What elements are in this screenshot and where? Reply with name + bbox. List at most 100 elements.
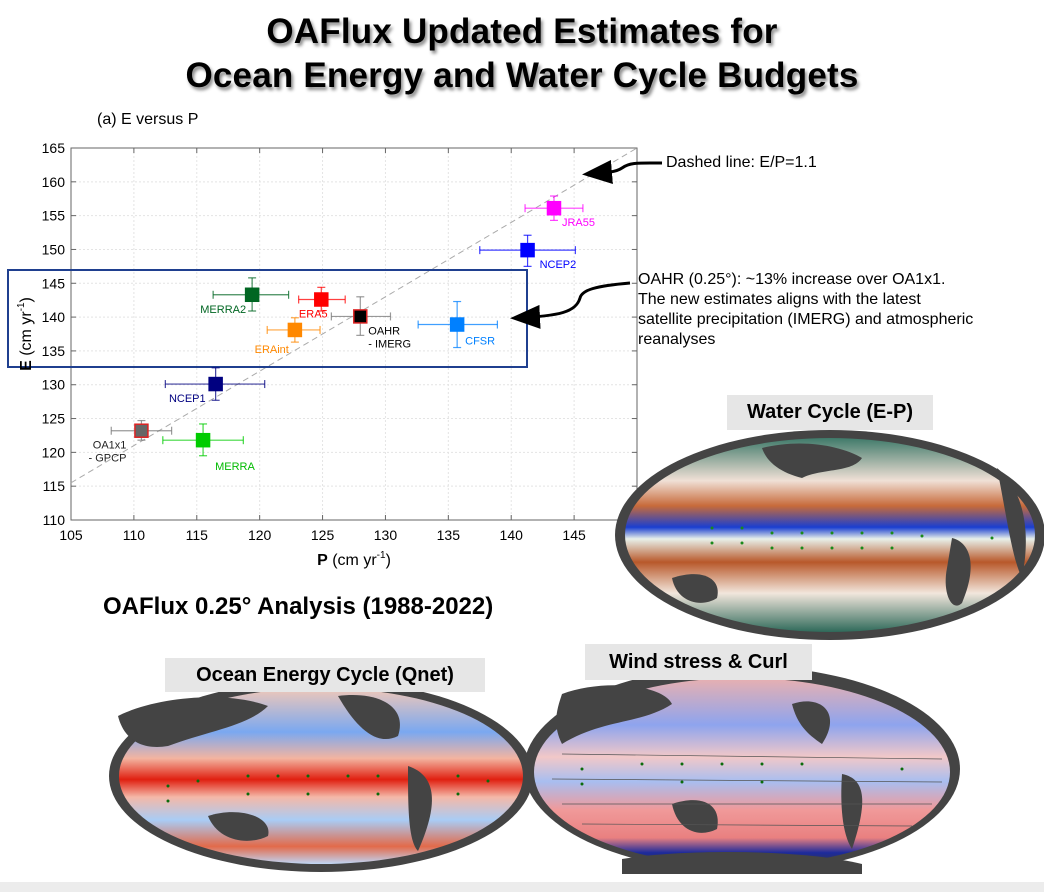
y-tick-label: 110 [43, 512, 66, 528]
bottom-strip [0, 882, 1044, 892]
y-tick-label: 140 [42, 309, 66, 325]
data-marks: OA1x1- GPCPMERRANCEP1MERRA2ERAintERA5OAH… [89, 195, 595, 473]
oahr-note-line: The new estimates aligns with the latest [638, 291, 921, 308]
data-marker [353, 309, 368, 324]
energy-cycle-label: Ocean Energy Cycle (Qnet) [165, 658, 485, 692]
data-point: JRA55 [524, 195, 595, 229]
x-tick-label: 120 [248, 527, 272, 543]
land-mass [672, 574, 718, 603]
data-marker [546, 200, 562, 216]
slide-title-line1: OAFlux Updated Estimates for [266, 12, 778, 51]
analysis-title: OAFlux 0.25° Analysis (1988-2022) [103, 593, 494, 620]
data-marker [195, 432, 211, 448]
x-axis-label-var: P [317, 552, 328, 569]
data-label: CFSR [465, 336, 495, 348]
water-cycle-label: Water Cycle (E-P) [727, 395, 933, 430]
x-tick-label: 105 [59, 527, 83, 543]
y-tick-label: 155 [42, 208, 66, 224]
data-marker [314, 292, 329, 307]
x-tick-label: 110 [123, 527, 146, 543]
data-label: NCEP2 [540, 259, 577, 271]
data-point: MERRA2 [200, 277, 290, 316]
data-label: ERA5 [299, 309, 328, 321]
data-label: NCEP1 [169, 393, 206, 405]
data-marker [449, 317, 465, 332]
data-point: ERA5 [298, 286, 346, 321]
y-tick-label: 150 [42, 241, 66, 257]
chart-title: (a) E versus P [97, 111, 198, 128]
y-axis-label-var: E [18, 360, 35, 371]
oahr-note-line: reanalyses [638, 331, 716, 348]
data-label: JRA55 [562, 217, 595, 229]
data-marker [520, 242, 535, 258]
land-mass [408, 766, 432, 851]
land-mass [338, 695, 400, 740]
wind-stress-label: Wind stress & Curl [585, 644, 812, 680]
oahr-note-line: satellite precipitation (IMERG) and atmo… [638, 311, 974, 328]
y-axis-label-sup: -1 [16, 302, 27, 311]
data-label: MERRA2 [200, 304, 246, 316]
land-mass [997, 468, 1026, 578]
land-mass [118, 697, 268, 747]
buoy-array-dots [166, 774, 490, 803]
arrow-to-dashed-line [582, 160, 663, 184]
data-point: NCEP2 [479, 234, 577, 271]
land-mass [841, 774, 863, 849]
y-tick-label: 120 [42, 444, 66, 460]
wind-stress-map [524, 666, 960, 874]
y-tick-label: 165 [42, 140, 66, 156]
axis-ticks: 105 110 115 120 125 130 135 140 1451101151201251… [42, 140, 638, 543]
data-point: CFSR [417, 300, 498, 349]
data-label: OAHR [368, 325, 400, 337]
plot-frame [70, 147, 638, 521]
data-label: OA1x1 [93, 440, 127, 452]
data-point: OAHR- IMERG [330, 296, 411, 350]
data-point: OA1x1- GPCP [89, 419, 173, 465]
oahr-note-line: OAHR (0.25°): ~13% increase over OA1x1. [638, 271, 946, 288]
data-point: NCEP1 [164, 367, 266, 405]
y-tick-label: 145 [42, 275, 66, 291]
data-label: MERRA [215, 461, 255, 473]
annotation-arrows [510, 160, 663, 329]
data-marker [287, 322, 303, 338]
y-tick-label: 125 [42, 411, 66, 427]
x-tick-label: 115 [186, 527, 209, 543]
data-point: ERAint [255, 317, 321, 356]
buoy-array-dots [710, 526, 994, 550]
x-axis-label-sup: -1 [377, 550, 386, 561]
x-axis-label: P (cm yr-1) [317, 550, 391, 569]
x-tick-label: 145 [562, 527, 586, 543]
slide-title-line2: Ocean Energy and Water Cycle Budgets [185, 56, 859, 95]
land-mass [622, 852, 862, 874]
arrow-to-highlight-box [510, 281, 631, 329]
x-axis-label-unit: (cm yr [328, 552, 378, 569]
y-tick-label: 130 [42, 377, 66, 393]
energy-cycle-map [109, 680, 533, 872]
oahr-annotation: OAHR (0.25°): ~13% increase over OA1x1. … [638, 270, 1044, 350]
data-label: ERAint [255, 344, 289, 356]
data-marker [134, 423, 149, 438]
dashed-line-annotation: Dashed line: E/P=1.1 [666, 154, 817, 171]
y-axis-label-close: ) [18, 297, 35, 302]
data-marker [244, 287, 260, 303]
data-label: - IMERG [368, 338, 411, 350]
e-vs-p-chart: 105 110 115 120 125 130 135 140 1451101151201251… [7, 111, 638, 569]
water-cycle-map [615, 430, 1044, 640]
buoy-array-dots [580, 762, 904, 786]
land-mass [945, 538, 971, 606]
data-label: - GPCP [89, 453, 127, 465]
x-tick-label: 135 [437, 527, 461, 543]
land-mass [556, 685, 672, 744]
data-marker [208, 376, 223, 392]
data-point: MERRA [162, 423, 255, 473]
x-tick-label: 130 [374, 527, 398, 543]
y-tick-label: 115 [43, 478, 66, 494]
land-mass [792, 701, 831, 744]
x-tick-label: 140 [500, 527, 524, 543]
wind-vectors [551, 753, 943, 827]
y-tick-label: 135 [42, 343, 66, 359]
x-tick-label: 125 [311, 527, 335, 543]
x-axis-label-close: ) [386, 552, 391, 569]
land-mass [762, 443, 862, 478]
y-axis-label: E (cm yr-1) [16, 297, 35, 371]
